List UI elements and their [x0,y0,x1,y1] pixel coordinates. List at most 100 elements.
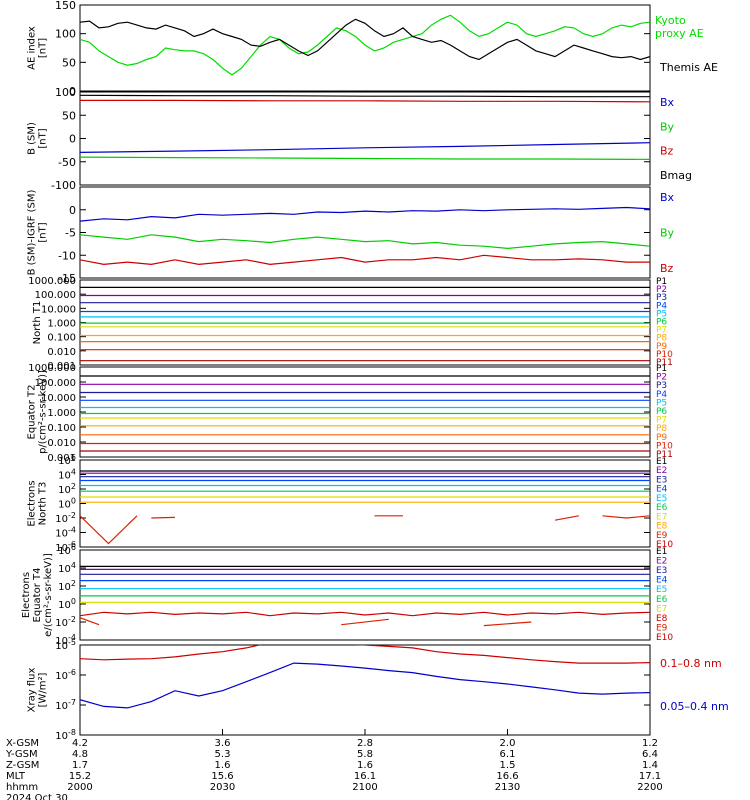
y-tick-label: 0.001 [47,361,76,372]
y-tick-label: 100 [55,28,76,41]
x-tick-label: 6.1 [500,749,516,760]
y-tick-label: 10.000 [41,393,76,404]
y-tick-label: 1.000 [47,408,76,419]
series-line [80,611,650,617]
series-line [80,142,650,153]
series-line [80,99,650,103]
y-tick-label: 106 [58,543,76,557]
legend-label: P11 [656,358,673,368]
x-axis-row-label: 2024 Oct 30 [6,793,68,800]
legend-label: E5 [656,585,667,595]
legend-label: P2 [656,373,667,383]
y-axis-label: North T1 [32,301,43,345]
y-axis-label: Xray flux [27,668,38,713]
legend-label: E10 [656,540,673,550]
y-axis-label: p/(cm²-s-sr-keV)] [38,370,49,454]
legend-label: 0.05–0.4 nm [660,700,729,713]
legend-label: P4 [656,301,667,311]
y-tick-label: 10-2 [55,615,76,629]
x-tick-label: 1.2 [642,738,658,749]
legend-label: P3 [656,293,667,303]
legend-label: 0.1–0.8 nm [660,657,722,670]
legend-label: P7 [656,326,667,336]
legend-label: P5 [656,309,667,319]
y-tick-label: -50 [58,156,76,169]
y-tick-label: 10-4 [55,526,76,540]
series-line [483,621,532,627]
x-tick-label: 2000 [67,782,92,793]
y-tick-label: 104 [58,561,76,575]
x-tick-label: 15.6 [211,771,233,782]
y-tick-label: 10-6 [55,540,76,554]
y-axis-label: B (SM) [27,122,38,155]
y-tick-label: -10 [58,249,76,262]
x-tick-label: 2200 [637,782,662,793]
legend-label: Bmag [660,169,692,182]
x-tick-label: 6.4 [642,749,658,760]
y-tick-label: 100 [58,597,76,611]
y-axis-label: [nT] [38,128,49,148]
legend-label: P2 [656,285,667,295]
y-tick-label: -5 [65,227,76,240]
x-tick-label: 4.2 [72,738,88,749]
legend-label: E7 [656,512,667,522]
legend-label: P8 [656,334,667,344]
x-axis-row-label: Z-GSM [6,760,39,771]
y-tick-label: -100 [51,179,76,192]
legend-label: Bz [660,262,674,275]
x-tick-label: 17.1 [639,771,661,782]
y-tick-label: 150 [55,0,76,12]
y-tick-label: 102 [58,579,76,593]
y-tick-label: 100.000 [35,378,76,389]
y-tick-label: 0 [69,133,76,146]
legend-label: P9 [656,433,667,443]
panel-frame [79,644,651,736]
x-tick-label: 3.6 [215,738,231,749]
y-tick-label: 0 [69,85,76,98]
legend-label: P1 [656,277,667,287]
x-tick-label: 1.7 [72,760,88,771]
legend-label: E1 [656,547,667,557]
y-tick-label: 10-7 [55,698,76,712]
legend-label: E5 [656,494,667,504]
legend-label: P3 [656,381,667,391]
legend-label: E3 [656,566,667,576]
legend-label: Kyoto [655,14,686,27]
y-axis-label: North T3 [38,482,49,526]
x-tick-label: 5.3 [215,749,231,760]
x-tick-label: 1.6 [357,760,373,771]
x-tick-label: 2.8 [357,738,373,749]
legend-label: P6 [656,318,667,328]
y-tick-label: 0.010 [47,438,76,449]
y-tick-label: 10.000 [41,304,76,315]
legend-label: Themis AE [659,61,718,74]
legend-label: E3 [656,475,667,485]
legend-label: Bx [660,96,675,109]
y-tick-label: 100 [55,86,76,99]
series-line [80,156,650,160]
x-tick-label: 5.8 [357,749,373,760]
legend-label: E9 [656,531,668,541]
legend-label: E4 [656,576,668,586]
legend-label: E4 [656,485,668,495]
legend-label: E6 [656,503,668,513]
y-tick-label: 104 [58,468,76,482]
x-axis-row-label: MLT [6,771,26,782]
legend-label: P5 [656,398,667,408]
y-tick-label: 10-6 [55,668,76,682]
y-tick-label: 0.100 [47,333,76,344]
x-axis-row-label: Y-GSM [5,749,38,760]
legend-label: By [660,120,675,133]
legend-label: E8 [656,522,668,532]
y-tick-label: 100.000 [35,290,76,301]
y-tick-label: 10-8 [55,728,76,742]
series-line [80,18,650,61]
y-tick-label: 10-2 [55,511,76,525]
series-line [341,618,389,626]
y-axis-label: B (SM)-IGRF (SM) [27,190,38,276]
legend-label: E2 [656,466,667,476]
legend-label: P1 [656,364,667,374]
y-axis-label: Equator T2 [27,385,38,440]
legend-label: P7 [656,416,667,426]
